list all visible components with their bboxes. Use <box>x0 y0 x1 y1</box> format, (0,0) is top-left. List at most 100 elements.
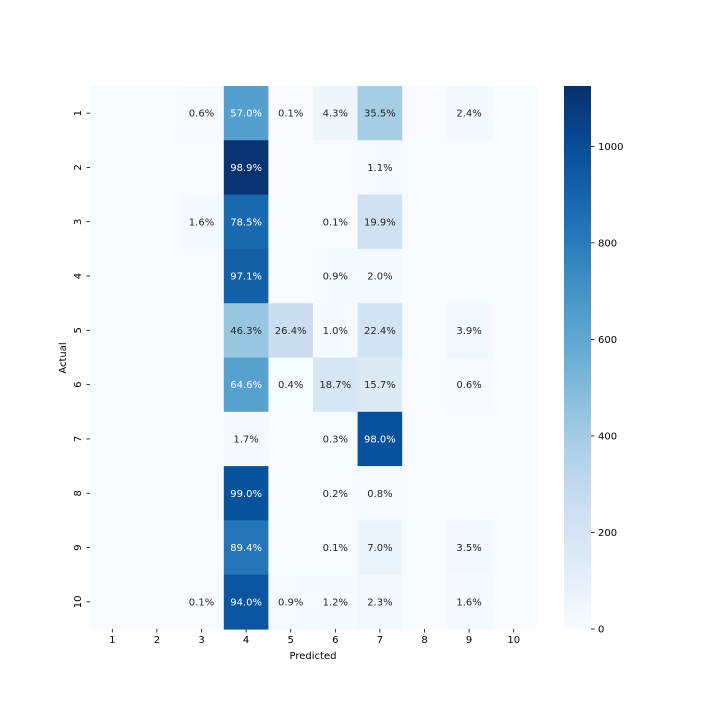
heatmap-cell-r5-c5 <box>268 303 314 359</box>
heatmap-cell-r10-c9 <box>446 574 492 630</box>
y-axis-label: Actual <box>58 342 69 373</box>
heatmap-cell-r1-c9 <box>446 86 492 141</box>
heatmap-cell-r7-c8 <box>402 411 448 467</box>
heatmap-cell-r8-c8 <box>402 466 448 521</box>
heatmap-cell-r4-c8 <box>402 248 448 304</box>
cell-label-r4-c4: 97.1% <box>230 272 262 283</box>
heatmap-cell-r9-c10 <box>491 520 537 576</box>
heatmap-cell-r7-c1 <box>90 411 136 467</box>
heatmap-cell-r4-c5 <box>268 248 314 304</box>
cell-label-r2-c4: 98.9% <box>230 163 262 174</box>
y-tick-label: 9 <box>73 544 84 550</box>
cell-label-r1-c6: 4.3% <box>323 109 348 120</box>
heatmap-cell-r3-c10 <box>491 194 537 250</box>
heatmap-cell-r7-c9 <box>446 411 492 467</box>
heatmap-cell-r5-c1 <box>90 303 136 359</box>
heatmap-cell-r4-c10 <box>491 248 537 304</box>
cell-label-r4-c6: 0.9% <box>323 272 348 283</box>
cell-label-r5-c5: 26.4% <box>275 326 307 337</box>
heatmap-cell-r9-c1 <box>90 520 136 576</box>
x-axis-label: Predicted <box>290 651 337 662</box>
cell-label-r7-c6: 0.3% <box>323 434 348 445</box>
cell-label-r9-c6: 0.1% <box>323 543 348 554</box>
y-tick-label: 10 <box>73 595 84 608</box>
heatmap-cell-r3-c8 <box>402 194 448 250</box>
heatmap-cells <box>90 86 537 630</box>
cell-label-r10-c6: 1.2% <box>323 597 348 608</box>
heatmap-cell-r6-c9 <box>446 357 492 413</box>
heatmap-cell-r2-c9 <box>446 140 492 196</box>
heatmap-cell-r3-c3 <box>179 194 225 250</box>
heatmap-cell-r6-c3 <box>179 357 225 413</box>
cell-label-r9-c9: 3.5% <box>456 543 481 554</box>
heatmap-cell-r9-c6 <box>313 520 359 576</box>
colorbar-tick-label: 0 <box>598 625 604 636</box>
heatmap-cell-r3-c1 <box>90 194 136 250</box>
heatmap-cell-r3-c7 <box>357 194 403 250</box>
heatmap-cell-r10-c1 <box>90 574 136 630</box>
cell-label-r6-c4: 64.6% <box>230 380 262 391</box>
heatmap-cell-r1-c8 <box>402 86 448 141</box>
cell-label-r3-c4: 78.5% <box>230 217 262 228</box>
x-tick-label: 10 <box>507 635 520 646</box>
heatmap-cell-r1-c3 <box>179 86 225 141</box>
heatmap-cell-r9-c3 <box>179 520 225 576</box>
heatmap-cell-r9-c4 <box>223 520 269 576</box>
heatmap-cell-r6-c4 <box>223 357 269 413</box>
y-tick-label: 4 <box>73 273 84 279</box>
heatmap-cell-r3-c2 <box>134 194 180 250</box>
heatmap-cell-r2-c8 <box>402 140 448 196</box>
heatmap-cell-r8-c7 <box>357 466 403 521</box>
x-tick-label: 4 <box>243 635 249 646</box>
colorbar: 0 200 400 600 800 1000 <box>564 86 623 636</box>
heatmap-cell-r9-c2 <box>134 520 180 576</box>
cell-label-r1-c9: 2.4% <box>456 109 481 120</box>
heatmap-cell-r4-c9 <box>446 248 492 304</box>
heatmap-cell-r3-c6 <box>313 194 359 250</box>
heatmap-cell-r5-c8 <box>402 303 448 359</box>
cell-label-r7-c4: 1.7% <box>233 434 258 445</box>
heatmap-cell-r8-c2 <box>134 466 180 521</box>
heatmap-cell-r8-c3 <box>179 466 225 521</box>
heatmap-cell-r1-c1 <box>90 86 136 141</box>
cell-label-r6-c9: 0.6% <box>456 380 481 391</box>
cell-label-r1-c7: 35.5% <box>364 109 396 120</box>
heatmap-cell-r4-c6 <box>313 248 359 304</box>
cell-label-r10-c5: 0.9% <box>278 597 303 608</box>
cell-label-r6-c5: 0.4% <box>278 380 303 391</box>
cell-label-r6-c6: 18.7% <box>319 380 351 391</box>
heatmap-cell-r2-c3 <box>179 140 225 196</box>
x-tick-label: 8 <box>421 635 427 646</box>
heatmap-cell-r3-c5 <box>268 194 314 250</box>
heatmap-cell-r6-c10 <box>491 357 537 413</box>
heatmap-cell-r10-c8 <box>402 574 448 630</box>
heatmap-cell-r8-c6 <box>313 466 359 521</box>
heatmap-cell-r4-c3 <box>179 248 225 304</box>
heatmap-cell-r2-c6 <box>313 140 359 196</box>
heatmap-cell-r9-c5 <box>268 520 314 576</box>
cell-label-r8-c4: 99.0% <box>230 489 262 500</box>
heatmap-cell-r1-c2 <box>134 86 180 141</box>
heatmap-cell-labels: 0.6% 57.0% 0.1% 4.3% 35.5% 2.4% 98.9% 1.1% 1.6% 7… <box>189 109 482 609</box>
heatmap-cell-r6-c2 <box>134 357 180 413</box>
y-tick-label: 8 <box>73 490 84 496</box>
heatmap-cell-r1-c6 <box>313 86 359 141</box>
colorbar-tick-label: 800 <box>598 238 617 249</box>
heatmap-cell-r4-c4 <box>223 248 269 304</box>
x-tick-label: 9 <box>466 635 472 646</box>
heatmap-cell-r6-c6 <box>313 357 359 413</box>
heatmap-cell-r7-c7 <box>357 411 403 467</box>
heatmap-cell-r5-c2 <box>134 303 180 359</box>
cell-label-r3-c3: 1.6% <box>189 217 214 228</box>
x-tick-label: 1 <box>109 635 115 646</box>
y-tick-label: 5 <box>73 327 84 333</box>
heatmap-cell-r2-c4 <box>223 140 269 196</box>
heatmap-cell-r7-c2 <box>134 411 180 467</box>
heatmap-cell-r1-c10 <box>491 86 537 141</box>
heatmap-cell-r10-c6 <box>313 574 359 630</box>
heatmap-cell-r8-c1 <box>90 466 136 521</box>
y-tick-label: 2 <box>73 164 84 170</box>
y-tick-label: 7 <box>73 436 84 442</box>
heatmap-cell-r10-c10 <box>491 574 537 630</box>
